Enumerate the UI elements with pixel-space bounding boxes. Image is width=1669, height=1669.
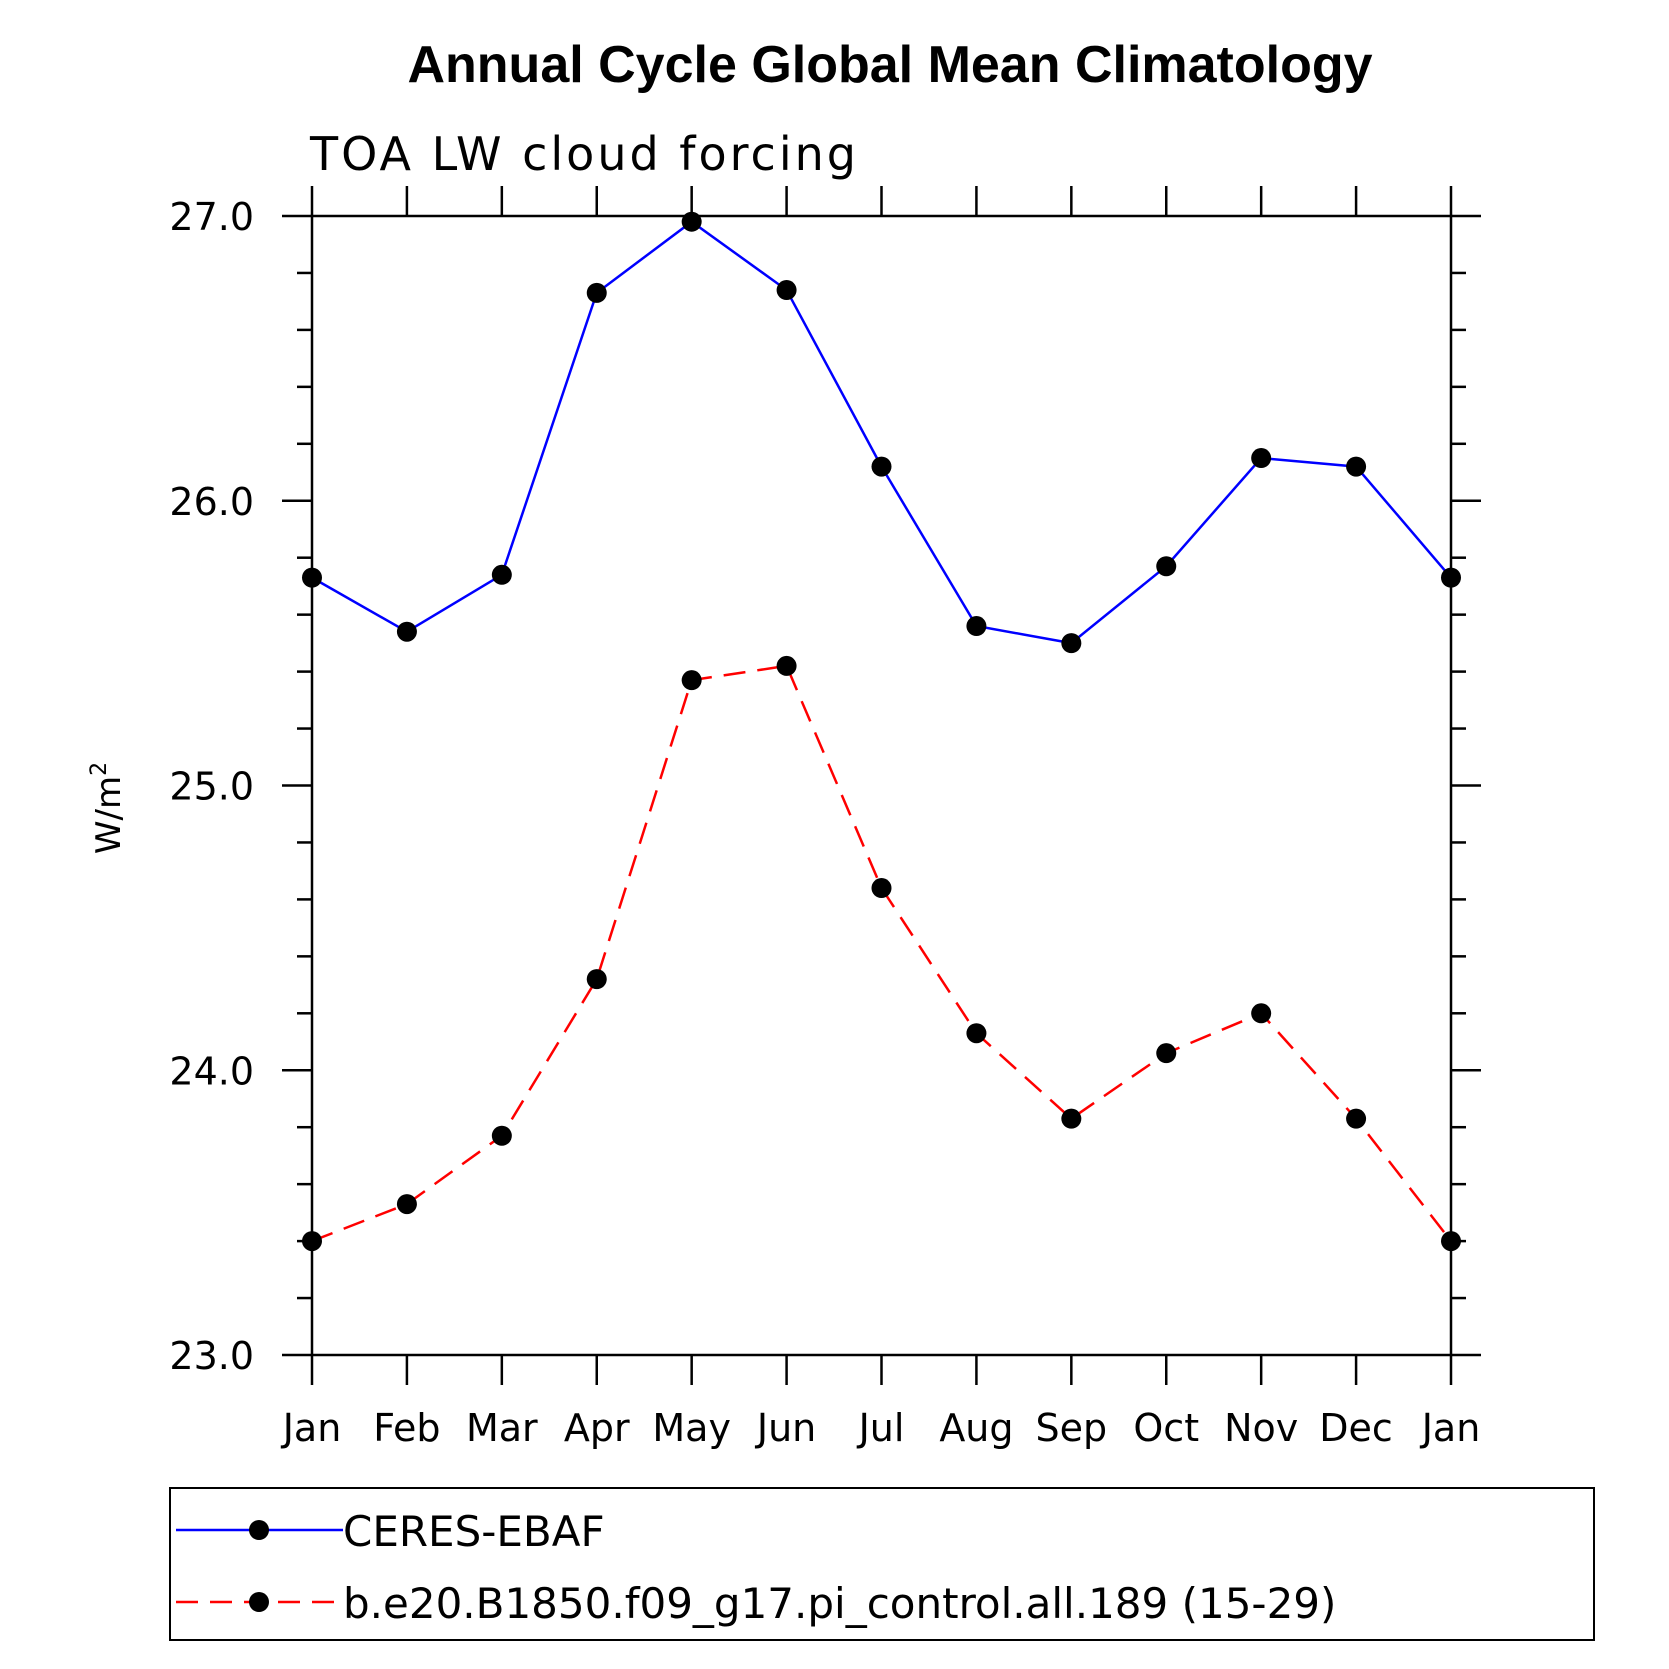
x-tick-label: Nov <box>1224 1406 1298 1450</box>
x-tick-label: Apr <box>564 1406 630 1450</box>
data-point-1-1 <box>396 1194 417 1215</box>
y-tick-label: 25.0 <box>169 765 254 809</box>
legend-label-1: b.e20.B1850.f09_g17.pi_control.all.189 (… <box>343 1579 1336 1628</box>
data-point-1-6 <box>871 878 892 899</box>
legend: CERES-EBAF b.e20.B1850.f09_g17.pi_control… <box>176 1507 1336 1628</box>
x-tick-label: May <box>652 1406 731 1450</box>
data-point-0-0 <box>302 567 322 588</box>
legend-box <box>169 1487 1595 1641</box>
y-axis-label-text: W/m <box>89 776 129 854</box>
x-tick-label: Jun <box>755 1406 816 1450</box>
legend-marker-1 <box>249 1592 269 1612</box>
axis-ticks <box>282 186 1481 1385</box>
y-axis-label-superscript: 2 <box>87 762 112 776</box>
data-point-0-12 <box>1441 567 1461 588</box>
legend-label-0: CERES-EBAF <box>343 1507 605 1556</box>
data-point-0-1 <box>396 621 417 642</box>
x-tick-label: Oct <box>1133 1406 1199 1450</box>
data-point-1-12 <box>1441 1231 1461 1252</box>
data-point-0-2 <box>491 564 512 585</box>
data-point-0-5 <box>776 280 797 301</box>
y-tick-label: 24.0 <box>169 1049 254 1093</box>
y-tick-label: 23.0 <box>169 1334 254 1378</box>
data-point-0-8 <box>1061 633 1082 654</box>
x-tick-label: Dec <box>1319 1406 1393 1450</box>
chart-subtitle: TOA LW cloud forcing <box>309 127 859 181</box>
data-point-0-4 <box>681 211 702 232</box>
data-point-0-7 <box>966 616 987 637</box>
x-tick-label: Aug <box>939 1406 1013 1450</box>
data-point-1-4 <box>681 670 702 691</box>
series-layer <box>302 211 1461 1252</box>
series-line-1 <box>311 664 1452 1243</box>
data-point-1-2 <box>491 1125 512 1146</box>
data-point-0-10 <box>1251 448 1272 469</box>
data-point-0-3 <box>586 282 607 303</box>
data-point-1-3 <box>586 969 607 990</box>
y-axis-label: W/m2 <box>87 762 129 854</box>
x-tick-label: Feb <box>373 1406 440 1450</box>
x-tick-label: Mar <box>466 1406 538 1450</box>
x-tick-label: Jan <box>281 1406 342 1450</box>
plot-frame <box>310 214 1453 1357</box>
data-point-1-11 <box>1346 1108 1367 1129</box>
series-line-0 <box>311 220 1452 645</box>
data-point-0-6 <box>871 456 892 477</box>
svg-text:W/m2: W/m2 <box>87 762 129 854</box>
data-point-1-10 <box>1251 1003 1272 1024</box>
data-point-1-9 <box>1156 1043 1177 1064</box>
x-tick-label: Jul <box>857 1406 905 1450</box>
x-tick-label: Sep <box>1036 1406 1108 1450</box>
axis-tick-labels: Jan Feb Mar Apr May Jun Jul Aug Sep Oct Nov Dec Jan 2… <box>169 195 1480 1450</box>
data-point-1-8 <box>1061 1108 1082 1129</box>
data-point-1-5 <box>776 655 797 676</box>
data-point-0-9 <box>1156 556 1177 577</box>
y-tick-label: 26.0 <box>169 480 254 524</box>
chart-title: Annual Cycle Global Mean Climatology <box>407 36 1372 94</box>
data-point-0-11 <box>1346 456 1367 477</box>
y-tick-label: 27.0 <box>169 195 254 239</box>
x-tick-label: Jan <box>1420 1406 1481 1450</box>
legend-marker-0 <box>249 1520 269 1540</box>
data-point-1-7 <box>966 1023 987 1044</box>
data-point-1-0 <box>302 1231 322 1252</box>
